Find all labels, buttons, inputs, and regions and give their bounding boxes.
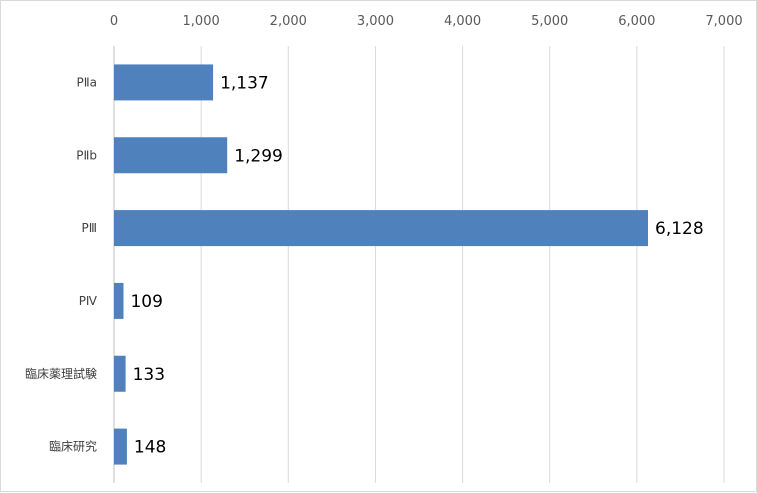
bar xyxy=(114,210,649,247)
x-tick-label: 1,000 xyxy=(183,14,220,29)
bar xyxy=(114,282,124,319)
data-label: 133 xyxy=(133,365,165,385)
data-label: 109 xyxy=(130,292,162,312)
bar xyxy=(114,64,214,101)
bar xyxy=(114,355,126,392)
data-label: 6,128 xyxy=(655,219,704,239)
category-label: PⅢ xyxy=(81,221,97,235)
category-label: PⅡa xyxy=(77,75,98,89)
category-label: PⅣ xyxy=(79,294,97,308)
data-label: 148 xyxy=(134,438,166,458)
bar xyxy=(114,137,228,174)
x-tick-label: 5,000 xyxy=(531,14,568,29)
x-tick-label: 7,000 xyxy=(705,14,742,29)
x-tick-label: 6,000 xyxy=(618,14,655,29)
bar xyxy=(114,428,127,465)
category-label: PⅡb xyxy=(76,148,97,162)
x-tick-label: 4,000 xyxy=(444,14,481,29)
category-label: 臨床研究 xyxy=(49,439,97,454)
data-label: 1,299 xyxy=(234,146,283,166)
x-tick-label: 3,000 xyxy=(357,14,394,29)
data-label: 1,137 xyxy=(220,73,269,93)
x-tick-label: 2,000 xyxy=(270,14,307,29)
x-tick-label: 0 xyxy=(110,14,118,29)
category-label: 臨床薬理試験 xyxy=(25,366,97,381)
